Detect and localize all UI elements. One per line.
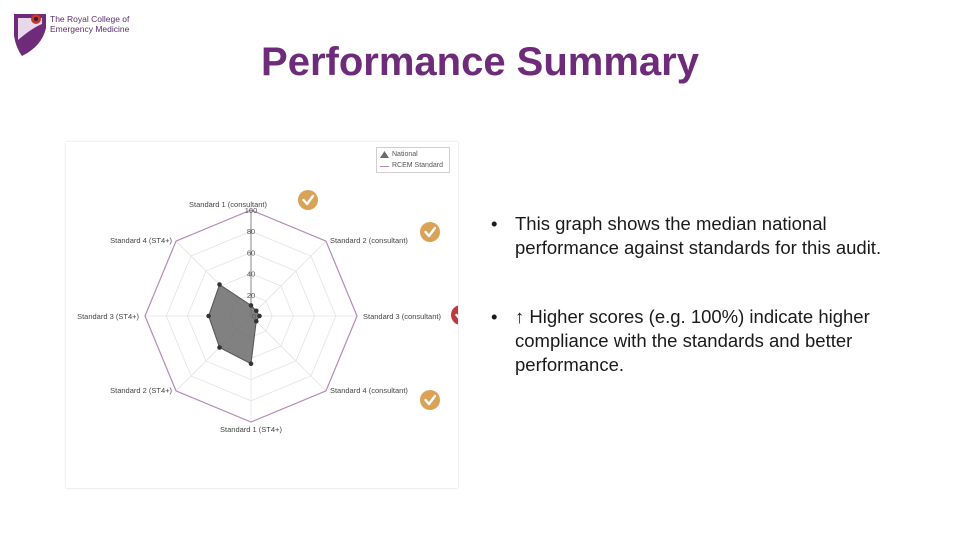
legend-item-rcem: RCEM Standard — [380, 160, 443, 171]
logo-line-1: The Royal College of — [50, 14, 130, 24]
tick-label: 40 — [247, 270, 255, 279]
tick-label: 100 — [245, 206, 258, 215]
national-point — [257, 313, 262, 319]
rcem-logo: The Royal College of Emergency Medicine — [12, 10, 152, 60]
national-point — [253, 318, 259, 324]
radar-chart-panel: 100 80 60 40 20 0 Standard 1 (consultant) Stand… — [66, 142, 458, 488]
bullet-text: ↑ Higher scores (e.g. 100%) indicate hig… — [515, 306, 870, 375]
grid-spoke — [250, 240, 327, 317]
checkmark-icon — [302, 194, 315, 206]
category-label: Standard 4 (ST4+) — [110, 236, 172, 245]
chart-legend: National RCEM Standard — [376, 147, 450, 173]
category-label: Standard 4 (consultant) — [330, 386, 408, 395]
check-badge-icon — [451, 305, 458, 325]
grid-spoke — [250, 315, 327, 392]
legend-item-national: National — [380, 149, 418, 160]
bullet-dot: • — [491, 213, 498, 234]
national-swatch-icon — [380, 151, 389, 158]
category-label: Standard 3 (ST4+) — [77, 312, 139, 321]
national-point — [217, 282, 222, 287]
logo-line-2: Emergency Medicine — [50, 24, 130, 34]
bullet-text: This graph shows the median national per… — [515, 213, 882, 258]
legend-label-national: National — [392, 151, 418, 158]
checkmark-icon — [424, 394, 437, 406]
legend-label-rcem: RCEM Standard — [392, 162, 443, 169]
summary-bullets: • This graph shows the median national p… — [488, 212, 908, 422]
checkmark-icon — [424, 226, 437, 238]
checkmark-icon — [455, 313, 458, 319]
rcem-crest-icon — [14, 14, 46, 56]
bullet-dot: • — [491, 306, 498, 327]
check-badge-icon — [420, 222, 440, 242]
page-title: Performance Summary — [261, 40, 699, 84]
national-point — [206, 313, 211, 319]
national-point — [248, 361, 254, 366]
category-label: Standard 1 (consultant) — [189, 200, 267, 209]
tick-label: 60 — [247, 248, 255, 257]
national-point — [217, 345, 222, 350]
check-badge-icon — [298, 190, 318, 210]
check-badge-icon — [420, 390, 440, 410]
tick-label: 80 — [247, 227, 255, 236]
category-label: Standard 1 (ST4+) — [220, 425, 282, 434]
radar-chart: 100 80 60 40 20 0 Standard 1 (consultant) Stand… — [77, 190, 458, 434]
tick-label: 20 — [247, 291, 255, 300]
bullet-item: • ↑ Higher scores (e.g. 100%) indicate h… — [488, 305, 908, 377]
category-label: Standard 2 (consultant) — [330, 236, 408, 245]
logo-text: The Royal College of Emergency Medicine — [50, 14, 129, 34]
tick-label: 0 — [252, 312, 256, 321]
national-point — [253, 308, 259, 314]
rcem-line-swatch-icon — [380, 165, 389, 167]
category-label: Standard 2 (ST4+) — [110, 386, 172, 395]
rcem-standard-line — [144, 209, 358, 423]
category-label: Standard 3 (consultant) — [363, 312, 441, 321]
bullet-item: • This graph shows the median national p… — [488, 212, 908, 260]
national-point — [248, 303, 254, 308]
